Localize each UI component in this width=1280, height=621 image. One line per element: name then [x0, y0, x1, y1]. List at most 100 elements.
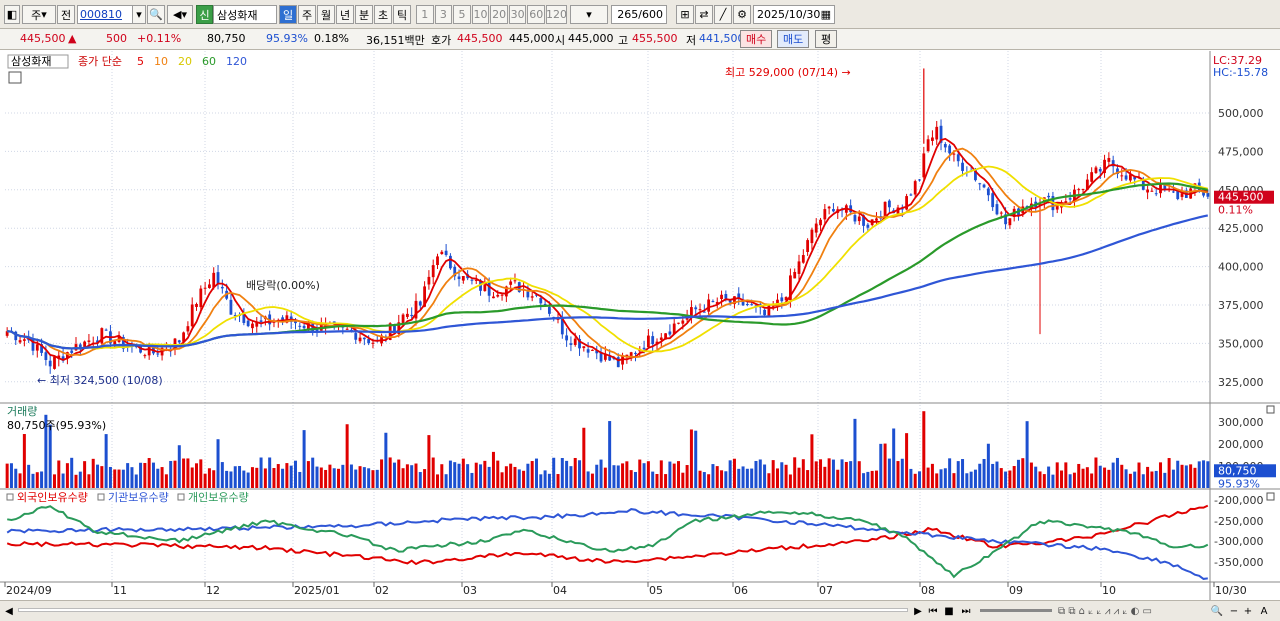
scroll-left-icon[interactable]: ◀	[5, 605, 13, 617]
zoom-search-icon[interactable]: 🔍	[1210, 605, 1224, 617]
volume-bar	[784, 464, 788, 488]
minute-tab-60[interactable]: 60	[527, 5, 546, 24]
search-icon[interactable]: 🔍	[147, 5, 165, 24]
candle-body	[203, 287, 207, 289]
candle-body	[358, 337, 362, 342]
volume-current-label: 80,750	[1218, 464, 1257, 477]
scrollbar-track[interactable]	[18, 608, 908, 612]
volume-bar	[922, 411, 926, 488]
volume-bar	[1176, 460, 1180, 488]
volume-bar	[461, 458, 465, 488]
volume-bar	[905, 433, 909, 488]
holding-legend-box	[6, 493, 14, 501]
volume-bar	[358, 466, 362, 488]
tool-icons[interactable]: ⧉ ⧉ ⌂ ⟀ ⟀ ⩘ ⩘ ⟀ ◐ ▭	[1058, 605, 1152, 617]
minute-tab-5[interactable]: 5	[453, 5, 471, 24]
volume-panel	[5, 411, 1210, 488]
period-tab-4[interactable]: 분	[355, 5, 373, 24]
period-tab-5[interactable]: 초	[374, 5, 392, 24]
price-tick-label: 475,000	[1218, 145, 1264, 158]
volume-bar	[780, 462, 784, 488]
calendar-icon[interactable]: ▦	[820, 8, 831, 21]
x-axis-label: 11	[113, 584, 127, 597]
menu-icon[interactable]: ◧	[4, 5, 20, 24]
candle-body	[1150, 190, 1154, 192]
open-label: 시	[555, 34, 566, 47]
candle-body	[1146, 189, 1149, 193]
volume-bar	[1197, 461, 1201, 488]
candle-body	[599, 352, 603, 362]
volume-bar	[569, 466, 573, 488]
volume-bar	[246, 472, 250, 488]
volume-bar	[1016, 459, 1020, 488]
sell-button[interactable]: 매도	[777, 30, 810, 48]
period-tab-0[interactable]: 일	[279, 5, 297, 24]
volume-bar	[319, 467, 323, 488]
candle-body	[556, 318, 560, 320]
buy-button[interactable]: 매수	[740, 30, 773, 48]
speaker-icon[interactable]: ◀▾	[167, 5, 193, 24]
volume-bar	[642, 463, 646, 488]
candle-body	[1081, 188, 1085, 190]
minute-tab-1[interactable]: 1	[416, 5, 434, 24]
candle-body	[1120, 175, 1124, 177]
volume: 80,750	[207, 32, 246, 45]
volume-bar	[741, 466, 745, 488]
volume-bar	[96, 464, 100, 488]
volume-bar	[857, 461, 861, 488]
volume-bar	[689, 429, 693, 488]
candle-body	[147, 344, 151, 356]
count-input[interactable]: 265/600	[611, 5, 667, 24]
period-tab-2[interactable]: 월	[317, 5, 335, 24]
play-icon[interactable]: ▶	[914, 605, 922, 617]
fast-forward-icon[interactable]: ⏭	[961, 605, 971, 617]
all-mode-button[interactable]: 전	[57, 5, 75, 24]
minute-tab-120[interactable]: 120	[546, 5, 568, 24]
date-input[interactable]: 2025/10/30 ▦	[753, 5, 835, 24]
volume-bar	[1008, 470, 1012, 488]
market-select[interactable]: 주 ▾	[22, 5, 56, 24]
zoom-in-icon[interactable]: +	[1243, 605, 1253, 617]
volume-bar	[866, 471, 870, 488]
gear-icon[interactable]: ⚙	[733, 5, 751, 24]
candle-body	[664, 333, 667, 340]
period-tab-1[interactable]: 주	[298, 5, 316, 24]
zoom-out-icon[interactable]: −	[1229, 605, 1239, 617]
volume-bar	[337, 468, 341, 488]
chevron-down-icon[interactable]: ▾	[132, 5, 146, 24]
bid-price: 445,500	[457, 32, 503, 45]
rewind-icon[interactable]: ⏮	[928, 605, 938, 617]
volume-bar	[1051, 474, 1055, 488]
stock-code-input[interactable]: 000810	[77, 5, 133, 24]
candle-body	[1090, 172, 1094, 182]
volume-bar	[324, 469, 328, 488]
x-axis-label: 2025/01	[294, 584, 340, 597]
quote-bar: 445,500 ▲ 500 +0.11% 80,750 95.93% 0.18%…	[0, 29, 1280, 50]
period-tab-6[interactable]: 틱	[393, 5, 411, 24]
interval-select[interactable]: ▾	[570, 5, 608, 24]
avg-button[interactable]: 평	[815, 30, 838, 48]
minute-tab-30[interactable]: 30	[508, 5, 527, 24]
minute-tab-10[interactable]: 10	[471, 5, 490, 24]
font-size-icon[interactable]: A	[1260, 605, 1268, 617]
period-tab-3[interactable]: 년	[336, 5, 354, 24]
crosshair-icon[interactable]: ⊞	[676, 5, 694, 24]
candle-body	[1128, 174, 1132, 181]
candle-body	[948, 145, 952, 154]
compare-icon[interactable]: ⇄	[695, 5, 713, 24]
volume-bar	[616, 465, 620, 488]
stock-chart[interactable]: 500,000475,000450,000425,000400,000375,0…	[0, 51, 1280, 600]
volume-bar	[608, 421, 612, 488]
new-badge: 신	[196, 5, 213, 24]
volume-bar	[565, 460, 569, 488]
drawing-icon[interactable]: ╱	[714, 5, 732, 24]
minute-tab-3[interactable]: 3	[434, 5, 453, 24]
stop-icon[interactable]: ■	[944, 605, 954, 617]
minute-tab-20[interactable]: 20	[490, 5, 508, 24]
volume-bar	[474, 462, 478, 488]
volume-bar	[195, 463, 199, 488]
speed-slider[interactable]	[980, 609, 1052, 612]
candle-body	[457, 276, 461, 280]
volume-bar	[685, 465, 689, 488]
candle-body	[814, 223, 818, 233]
